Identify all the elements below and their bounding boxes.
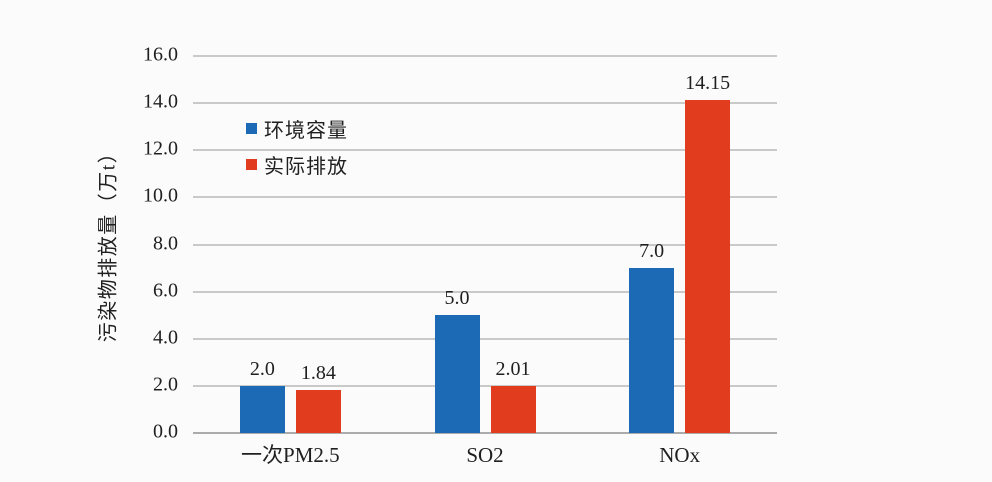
y-tick-label: 8.0 <box>153 232 178 255</box>
gridline <box>193 290 777 293</box>
legend-item-capacity: 环境容量 <box>246 117 348 142</box>
gridline <box>193 384 777 387</box>
legend-swatch-red-icon <box>246 159 257 170</box>
y-tick-label: 14.0 <box>143 90 178 113</box>
legend: 环境容量 实际排放 <box>246 117 348 189</box>
gridline <box>193 149 777 152</box>
bar-series0-cat2 <box>629 268 675 433</box>
bar-series1-cat0 <box>295 389 341 433</box>
y-tick-label: 12.0 <box>143 137 178 160</box>
gridline <box>193 102 777 105</box>
y-tick-label: 0.0 <box>153 420 178 443</box>
legend-label-actual: 实际排放 <box>264 156 348 178</box>
bar-value-label: 7.0 <box>639 240 665 263</box>
y-tick-label: 6.0 <box>153 279 178 302</box>
bar-value-label: 2.0 <box>249 357 275 380</box>
gridline <box>193 55 777 57</box>
x-category-label: NOx <box>659 443 701 467</box>
y-tick-label: 2.0 <box>153 373 178 396</box>
gridline <box>193 337 777 340</box>
bar-value-label: 14.15 <box>685 71 731 94</box>
x-category-label: SO2 <box>466 443 504 467</box>
bar-value-label: 1.84 <box>300 361 336 384</box>
y-tick-label: 4.0 <box>153 326 178 349</box>
bar-series0-cat1 <box>434 315 480 433</box>
x-axis-line <box>193 432 777 434</box>
x-category-label: 一次PM2.5 <box>241 443 340 467</box>
legend-label-capacity: 环境容量 <box>264 120 348 142</box>
y-tick-label: 10.0 <box>143 184 178 207</box>
y-tick-label: 16.0 <box>143 43 178 66</box>
bar-series1-cat1 <box>490 385 536 433</box>
legend-item-actual: 实际排放 <box>246 153 348 178</box>
legend-swatch-blue-icon <box>246 123 257 134</box>
bar-value-label: 2.01 <box>495 357 531 380</box>
bar-series0-cat0 <box>239 385 285 433</box>
bar-value-label: 5.0 <box>444 287 470 310</box>
gridline <box>193 243 777 246</box>
bar-series1-cat2 <box>685 99 731 433</box>
gridline <box>193 196 777 199</box>
